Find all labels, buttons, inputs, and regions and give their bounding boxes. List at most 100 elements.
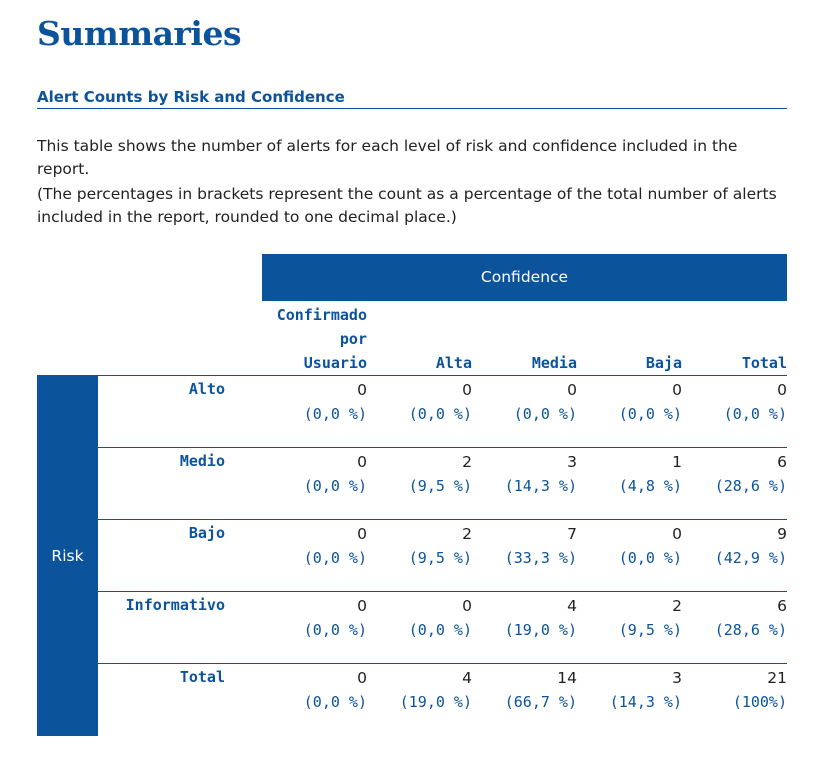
alert-count: 0 <box>462 597 472 615</box>
table-cell: 4 (19,0 %) <box>467 594 577 642</box>
table-cell: 0 (0,0 %) <box>257 378 367 426</box>
column-header-line: Confirmado <box>276 306 367 324</box>
alert-count: 4 <box>462 669 472 687</box>
alert-percentage: (19,0 %) <box>399 693 472 711</box>
alert-percentage: (0,0 %) <box>303 477 367 495</box>
table-cell: 21 (100%) <box>677 666 787 714</box>
alert-count: 0 <box>672 381 682 399</box>
table-cell: 0 (0,0 %) <box>572 378 682 426</box>
alert-count: 3 <box>672 669 682 687</box>
row-divider <box>98 519 787 520</box>
column-header-line: Alta <box>435 354 472 372</box>
alert-percentage: (0,0 %) <box>303 693 367 711</box>
table-cell: 2 (9,5 %) <box>362 450 472 498</box>
table-cell: 9 (42,9 %) <box>677 522 787 570</box>
column-header-line: Media <box>531 354 577 372</box>
alert-count: 3 <box>567 453 577 471</box>
table-cell: 3 (14,3 %) <box>467 450 577 498</box>
risk-header: Risk <box>37 375 98 736</box>
alert-count: 0 <box>357 453 367 471</box>
alert-count: 0 <box>357 525 367 543</box>
table-cell: 0 (0,0 %) <box>467 378 577 426</box>
column-header-high: Alta <box>372 351 472 375</box>
alert-percentage: (4,8 %) <box>618 477 682 495</box>
alert-count: 4 <box>567 597 577 615</box>
intro-paragraph: This table shows the number of alerts fo… <box>37 137 738 178</box>
table-cell: 7 (33,3 %) <box>467 522 577 570</box>
table-cell: 0 (0,0 %) <box>572 522 682 570</box>
alert-count: 0 <box>357 381 367 399</box>
row-label-low: Bajo <box>188 524 225 542</box>
table-cell: 6 (28,6 %) <box>677 594 787 642</box>
table-cell: 0 (0,0 %) <box>362 594 472 642</box>
row-label-high: Alto <box>188 380 225 398</box>
alert-count: 0 <box>357 669 367 687</box>
alert-count: 7 <box>567 525 577 543</box>
alert-count: 2 <box>672 597 682 615</box>
table-cell: 0 (0,0 %) <box>257 594 367 642</box>
alert-count: 6 <box>777 453 787 471</box>
alert-percentage: (14,3 %) <box>609 693 682 711</box>
row-label-medium: Medio <box>179 452 225 470</box>
table-cell: 0 (0,0 %) <box>362 378 472 426</box>
alert-percentage: (9,5 %) <box>408 549 472 567</box>
table-cell: 6 (28,6 %) <box>677 450 787 498</box>
alert-count: 21 <box>767 669 787 687</box>
row-divider <box>98 591 787 592</box>
table-cell: 0 (0,0 %) <box>677 378 787 426</box>
alert-percentage: (28,6 %) <box>714 621 787 639</box>
table-cell: 2 (9,5 %) <box>362 522 472 570</box>
alert-count: 2 <box>462 453 472 471</box>
alert-percentage: (0,0 %) <box>303 621 367 639</box>
alert-count: 2 <box>462 525 472 543</box>
page-title: Summaries <box>37 14 242 53</box>
table-cell: 2 (9,5 %) <box>572 594 682 642</box>
alert-count: 0 <box>357 597 367 615</box>
alert-percentage: (0,0 %) <box>513 405 577 423</box>
alert-percentage: (28,6 %) <box>714 477 787 495</box>
alert-percentage: (0,0 %) <box>303 405 367 423</box>
confidence-header: Confidence <box>262 254 787 301</box>
row-divider <box>98 375 787 376</box>
row-label-informational: Informativo <box>125 596 225 614</box>
percentage-note-paragraph: (The percentages in brackets represent t… <box>37 185 777 226</box>
column-header-confirmed: Confirmado por Usuario <box>267 303 367 375</box>
alert-percentage: (0,0 %) <box>618 405 682 423</box>
table-cell: 3 (14,3 %) <box>572 666 682 714</box>
table-cell: 0 (0,0 %) <box>257 522 367 570</box>
alert-count: 0 <box>672 525 682 543</box>
risk-header-label: Risk <box>51 546 84 565</box>
alert-percentage: (9,5 %) <box>618 621 682 639</box>
section-heading: Alert Counts by Risk and Confidence <box>37 88 787 109</box>
table-cell: 1 (4,8 %) <box>572 450 682 498</box>
alert-count: 0 <box>567 381 577 399</box>
alert-percentage: (19,0 %) <box>504 621 577 639</box>
alert-count: 14 <box>557 669 577 687</box>
column-header-line: por <box>339 330 367 348</box>
alert-percentage: (100%) <box>732 693 787 711</box>
table-cell: 0 (0,0 %) <box>257 450 367 498</box>
column-header-total: Total <box>687 351 787 375</box>
alert-percentage: (14,3 %) <box>504 477 577 495</box>
alert-percentage: (0,0 %) <box>303 549 367 567</box>
column-header-medium: Media <box>477 351 577 375</box>
alert-percentage: (66,7 %) <box>504 693 577 711</box>
table-cell: 4 (19,0 %) <box>362 666 472 714</box>
alert-count: 6 <box>777 597 787 615</box>
column-header-low: Baja <box>582 351 682 375</box>
row-label-total: Total <box>179 668 225 686</box>
alert-count: 0 <box>462 381 472 399</box>
alert-count: 0 <box>777 381 787 399</box>
table-cell: 14 (66,7 %) <box>467 666 577 714</box>
alert-count: 1 <box>672 453 682 471</box>
column-header-line: Baja <box>645 354 682 372</box>
alert-percentage: (9,5 %) <box>408 477 472 495</box>
row-divider <box>98 447 787 448</box>
row-divider <box>98 663 787 664</box>
alert-percentage: (0,0 %) <box>723 405 787 423</box>
column-header-line: Total <box>741 354 787 372</box>
column-header-line: Usuario <box>303 354 367 372</box>
table-cell: 0 (0,0 %) <box>257 666 367 714</box>
alert-percentage: (0,0 %) <box>408 621 472 639</box>
alert-percentage: (0,0 %) <box>618 549 682 567</box>
